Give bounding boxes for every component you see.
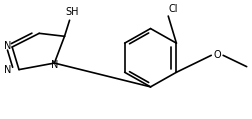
Text: N: N xyxy=(4,41,12,51)
Text: Cl: Cl xyxy=(168,4,177,14)
Text: O: O xyxy=(213,50,220,60)
Text: N: N xyxy=(4,65,12,75)
Text: SH: SH xyxy=(65,7,79,17)
Text: N: N xyxy=(50,60,58,70)
